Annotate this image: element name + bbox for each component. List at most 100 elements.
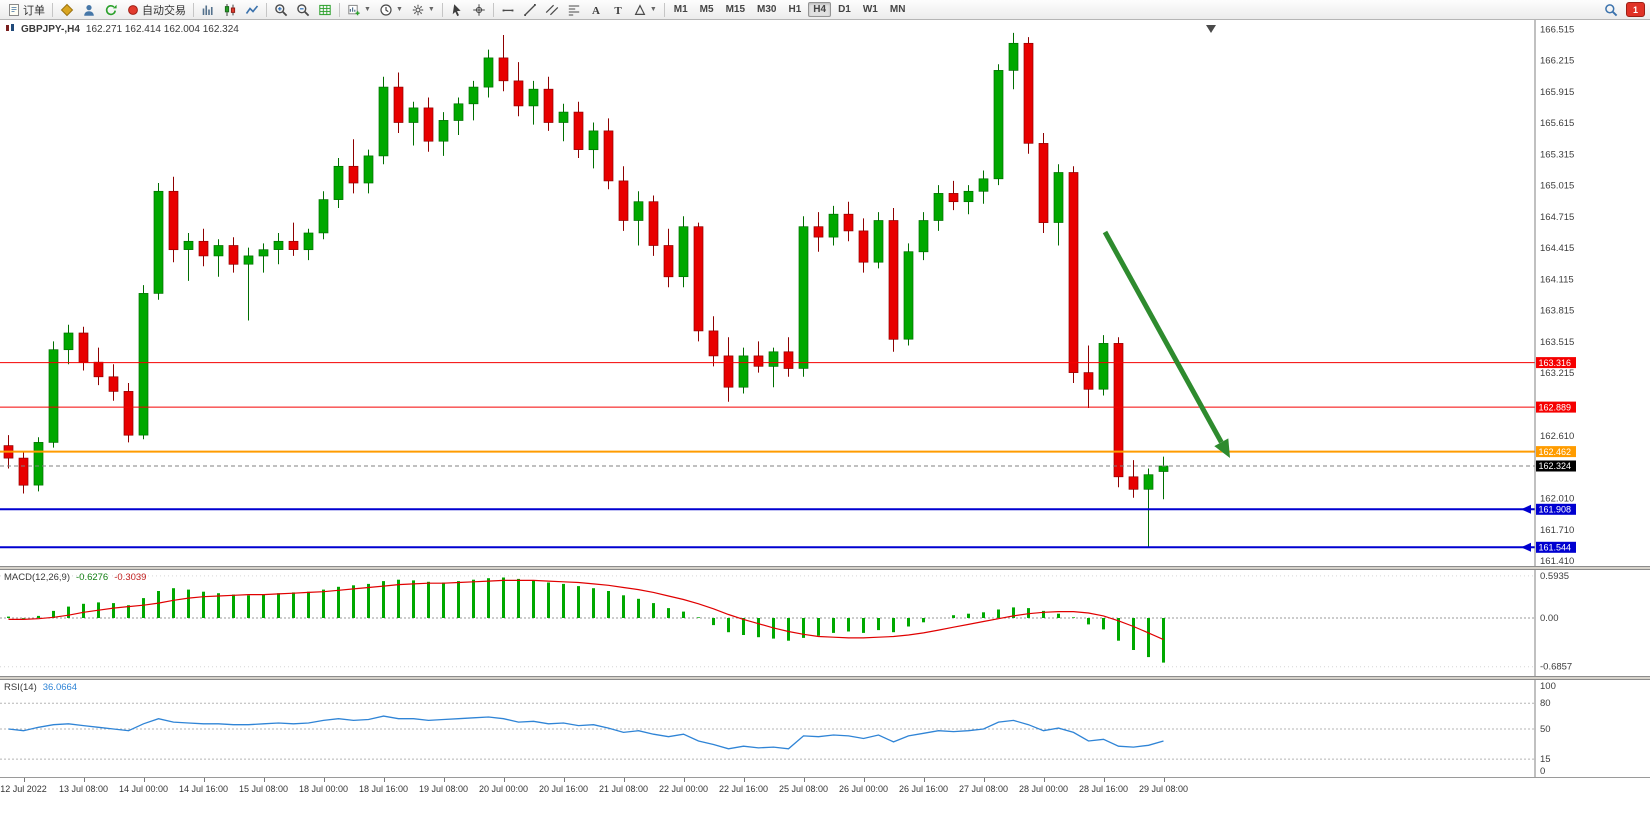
chevron-down-icon: ▼ <box>395 6 403 13</box>
price-label: 166.515 <box>1540 24 1574 35</box>
equidistant-channel-icon[interactable] <box>542 0 562 20</box>
fibonacci-icon[interactable] <box>564 0 584 20</box>
price-label: 163.515 <box>1540 337 1574 348</box>
candlestick-chart-icon[interactable] <box>220 0 240 20</box>
price-label: 165.615 <box>1540 118 1574 129</box>
price-flag <box>1536 401 1576 413</box>
arrows-tool-icon[interactable]: ▼ <box>630 0 660 20</box>
textT-icon: T <box>611 3 625 17</box>
text-tool-icon[interactable]: A <box>586 0 606 20</box>
search-icon[interactable] <box>1601 0 1621 20</box>
timeframe-h1[interactable]: H1 <box>788 4 802 15</box>
toolbar: 订单 自动交易 ▼ ▼ ▼ A T ▼ M1 M5 M15 M30 H1 H4 D1 W1 MN 1 <box>0 0 1650 20</box>
crosshair-icon[interactable] <box>469 0 489 20</box>
rsi-panel[interactable]: 100 80 50 150 <box>0 680 1650 777</box>
time-tick <box>983 778 985 782</box>
time-label: 22 Jul 00:00 <box>658 784 709 794</box>
time-tick <box>263 778 265 782</box>
price-label: 161.410 <box>1540 556 1574 566</box>
price-label: 165.015 <box>1540 181 1574 192</box>
timeframe-m15[interactable]: M15 <box>725 4 746 15</box>
linechart-icon <box>245 3 259 17</box>
price-label: 165.915 <box>1540 87 1574 98</box>
gold-icon <box>60 3 74 17</box>
time-tick <box>743 778 745 782</box>
line-chart-icon[interactable] <box>242 0 262 20</box>
chevron-down-icon: ▼ <box>649 6 657 13</box>
accounts-icon[interactable] <box>79 0 99 20</box>
time-label: 15 Jul 08:00 <box>238 784 289 794</box>
time-tick <box>1043 778 1045 782</box>
panel-separator[interactable] <box>0 676 1650 680</box>
grid-icon[interactable] <box>315 0 335 20</box>
panel-separator[interactable] <box>0 566 1650 570</box>
time-tick <box>623 778 625 782</box>
time-label: 13 Jul 08:00 <box>58 784 109 794</box>
template-icon[interactable]: ▼ <box>408 0 438 20</box>
toolbar-buttons: 订单 自动交易 ▼ ▼ ▼ A T ▼ <box>3 0 668 20</box>
zoomout-icon <box>296 3 310 17</box>
toolbar-separator <box>52 2 53 17</box>
macd-panel[interactable]: 0.5935 0.00 -0.6857 <box>0 570 1650 676</box>
timeframe-m1[interactable]: M1 <box>673 4 688 15</box>
trend-arrow[interactable] <box>1102 230 1230 458</box>
toolbar-separator <box>441 2 443 17</box>
rsi-axis-label: 15 <box>1540 754 1551 765</box>
price-label: 164.115 <box>1540 274 1574 285</box>
crosshair-icon <box>472 3 486 17</box>
time-tick <box>23 778 25 782</box>
time-tick <box>203 778 205 782</box>
timeframe-h4[interactable]: H4 <box>808 2 832 17</box>
time-tick <box>443 778 445 782</box>
channel-icon <box>545 3 559 17</box>
price-label: 162.610 <box>1540 431 1574 442</box>
timeframe-d1[interactable]: D1 <box>838 4 851 15</box>
label-tool-icon[interactable]: T <box>608 0 628 20</box>
price-label: 162.010 <box>1540 494 1574 505</box>
new-chart-icon[interactable]: ▼ <box>344 0 374 20</box>
horizontal-line-icon[interactable] <box>498 0 518 20</box>
rsi-axis-label: 80 <box>1540 698 1551 709</box>
timeframe-w1[interactable]: W1 <box>862 4 878 15</box>
notification-badge[interactable]: 1 <box>1626 2 1645 17</box>
timeframe-m30[interactable]: M30 <box>757 4 777 15</box>
newchart-icon <box>347 3 361 17</box>
main-chart[interactable]: 166.515 166.215 165.915 165.615 165.315 165.0… <box>0 20 1650 566</box>
bar-chart-icon[interactable] <box>198 0 218 20</box>
cursor-icon <box>450 3 464 17</box>
zoom-in-icon[interactable] <box>271 0 291 20</box>
time-tick <box>683 778 685 782</box>
price-flag-label: 161.544 <box>1539 543 1572 553</box>
zoom-out-icon[interactable] <box>293 0 313 20</box>
timeframe-m5[interactable]: M5 <box>699 4 714 15</box>
macd-axis-label: 0.00 <box>1540 613 1559 624</box>
chevron-down-icon: ▼ <box>364 6 371 13</box>
time-tick <box>1103 778 1105 782</box>
time-tick <box>563 778 565 782</box>
time-axis[interactable]: 12 Jul 2022 13 Jul 08:00 14 Jul 00:00 14 Ju… <box>0 777 1650 802</box>
autotrade-button[interactable]: 自动交易 <box>123 0 189 20</box>
trendline-icon <box>523 3 537 17</box>
time-label: 18 Jul 16:00 <box>358 784 409 794</box>
rsi-axis-label: 0 <box>1540 766 1545 777</box>
new-order-button[interactable]: 订单 <box>4 0 48 20</box>
time-tick <box>383 778 385 782</box>
toolbar-separator <box>339 2 340 17</box>
price-label: 166.215 <box>1540 56 1574 67</box>
price-axis[interactable]: 166.515 166.215 165.915 165.615 165.315 165.0… <box>1534 20 1576 566</box>
period-icon[interactable]: ▼ <box>376 0 406 20</box>
cursor-icon[interactable] <box>447 0 467 20</box>
rsi-axis-label: 50 <box>1540 724 1551 735</box>
price-label: 165.315 <box>1540 149 1574 160</box>
price-flag <box>1536 503 1576 515</box>
chart-shift-marker[interactable] <box>1206 25 1216 33</box>
price-label: 163.215 <box>1540 368 1574 379</box>
price-flag <box>1536 446 1576 458</box>
timeframe-mn[interactable]: MN <box>889 4 906 15</box>
time-label: 14 Jul 16:00 <box>178 784 229 794</box>
time-label: 26 Jul 00:00 <box>838 784 889 794</box>
refresh-icon[interactable] <box>101 0 121 20</box>
market-watch-icon[interactable] <box>57 0 77 20</box>
trendline-icon[interactable] <box>520 0 540 20</box>
time-label: 28 Jul 16:00 <box>1078 784 1129 794</box>
